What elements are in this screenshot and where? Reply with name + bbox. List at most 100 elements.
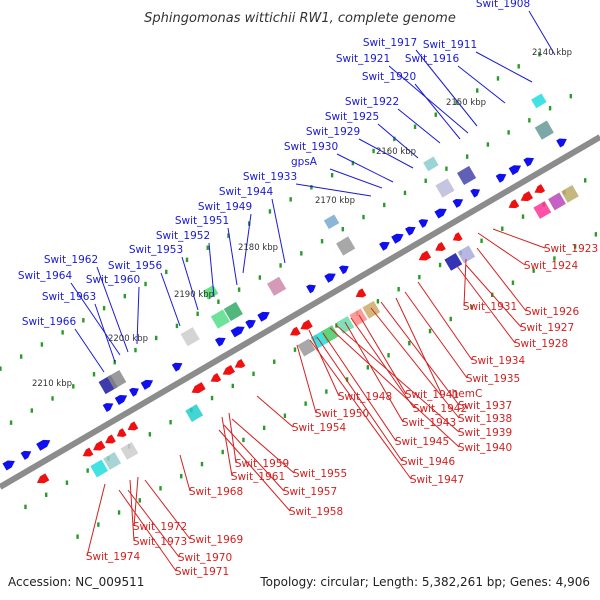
forward-gene xyxy=(20,450,32,460)
reverse-gene-label: Swit_1935 xyxy=(466,373,520,385)
forward-gene xyxy=(434,208,447,219)
tick-dot xyxy=(362,214,365,220)
forward-gene-label: Swit_1925 xyxy=(325,111,379,123)
forward-gene xyxy=(523,157,535,167)
reverse-gene-label: Swit_1923 xyxy=(544,243,598,255)
reverse-connector xyxy=(456,265,516,344)
forward-connector xyxy=(295,183,372,197)
forward-feature-box xyxy=(457,165,477,186)
reverse-gene-label: Swit_1970 xyxy=(178,552,232,564)
tick-dot xyxy=(165,269,168,275)
forward-gene xyxy=(338,265,349,275)
forward-feature-box xyxy=(210,309,230,329)
reverse-connector xyxy=(127,489,180,558)
reverse-gene xyxy=(127,421,139,431)
reverse-gene-label: Swit_1941 xyxy=(405,389,459,401)
tick-dot xyxy=(480,238,483,244)
tick-label: 2210 kbp xyxy=(32,379,72,389)
forward-feature-box xyxy=(323,214,340,230)
tick-dot xyxy=(92,372,96,377)
reverse-gene-label: Swit_1943 xyxy=(402,417,456,429)
reverse-feature-box xyxy=(457,245,476,264)
forward-gene-label: Swit_1916 xyxy=(405,53,460,65)
reverse-connector xyxy=(256,395,294,428)
forward-gene xyxy=(306,284,316,294)
forward-gene xyxy=(215,337,226,347)
tick-dot xyxy=(169,420,172,425)
tick-dot xyxy=(408,340,411,346)
forward-gene-label: Swit_1908 xyxy=(476,0,530,10)
forward-gene xyxy=(230,326,245,338)
tick-dot xyxy=(345,377,349,382)
forward-gene-label: Swit_1963 xyxy=(42,291,96,303)
forward-gene xyxy=(102,403,114,412)
reverse-gene xyxy=(36,473,50,484)
tick-dot xyxy=(548,106,552,111)
reverse-gene-label: Swit_1926 xyxy=(525,306,580,318)
reverse-gene xyxy=(82,447,94,457)
reverse-connector xyxy=(118,489,177,572)
forward-connector xyxy=(94,303,116,363)
reverse-connector xyxy=(133,476,139,527)
tick-dot xyxy=(159,486,162,491)
tick-dot xyxy=(30,408,34,413)
kbp-tick-labels: 2140 kbp 2150 kbp 2160 kbp 2170 kbp 2180 kbp… xyxy=(32,48,572,389)
tick-dot xyxy=(65,480,69,485)
tick-dot xyxy=(242,437,245,443)
reverse-gene xyxy=(290,326,301,336)
reverse-connector xyxy=(465,264,522,328)
forward-gene-label: Swit_1933 xyxy=(243,171,297,183)
forward-gene xyxy=(391,233,404,244)
tick-dot xyxy=(273,359,276,364)
tick-label: 2160 kbp xyxy=(376,147,416,157)
tick-dot xyxy=(465,154,469,159)
tick-dot xyxy=(279,263,282,268)
forward-gene xyxy=(379,241,390,251)
reverse-gene xyxy=(191,382,206,394)
tick-dot xyxy=(594,232,598,237)
tick-dot xyxy=(283,413,287,418)
forward-feature-box xyxy=(534,120,554,140)
reverse-gene-label: Swit_1957 xyxy=(283,486,337,498)
tick-dot xyxy=(501,226,504,231)
tick-dot xyxy=(393,136,396,142)
tick-dot xyxy=(434,112,437,117)
forward-connector xyxy=(336,153,394,183)
forward-gene-label: Swit_1953 xyxy=(129,244,183,256)
tick-dot xyxy=(117,510,121,515)
tick-dot xyxy=(325,389,328,394)
forward-gene-label: Swit_1917 xyxy=(363,37,417,49)
tick-dot xyxy=(413,124,417,130)
reverse-gene-label: Swit_1955 xyxy=(293,468,347,480)
tick-dot xyxy=(387,353,390,358)
forward-gene-label: Swit_1960 xyxy=(86,274,140,286)
reverse-connector xyxy=(309,339,412,480)
tick-dot xyxy=(217,299,220,304)
reverse-feature-box xyxy=(103,452,122,470)
reverse-gene xyxy=(93,440,106,451)
forward-connector xyxy=(208,242,215,298)
tick-dot xyxy=(138,498,141,503)
reverse-gene-label: Swit_1954 xyxy=(292,422,347,434)
forward-gene xyxy=(324,273,336,283)
reverse-gene-label: Swit_1928 xyxy=(514,338,568,350)
reverse-gene-label: Swit_1958 xyxy=(289,506,343,518)
genome-backbone xyxy=(0,134,600,490)
tick-dot xyxy=(155,335,158,341)
forward-feature-box xyxy=(223,301,243,322)
tick-dot xyxy=(538,52,541,57)
topology-summary: Topology: circular; Length: 5,382,261 bp… xyxy=(259,575,590,589)
forward-gene-label: Swit_1929 xyxy=(306,126,360,138)
reverse-connector xyxy=(144,479,191,540)
forward-connector xyxy=(70,282,121,356)
tick-dot xyxy=(237,287,241,292)
tick-dot xyxy=(76,534,79,539)
reverse-connector xyxy=(350,317,415,409)
reverse-connector xyxy=(370,307,460,419)
forward-connector xyxy=(388,65,469,134)
tick-dot xyxy=(9,420,13,425)
reverse-gene xyxy=(300,319,313,330)
forward-connector xyxy=(358,138,414,169)
tick-dot xyxy=(200,461,204,467)
